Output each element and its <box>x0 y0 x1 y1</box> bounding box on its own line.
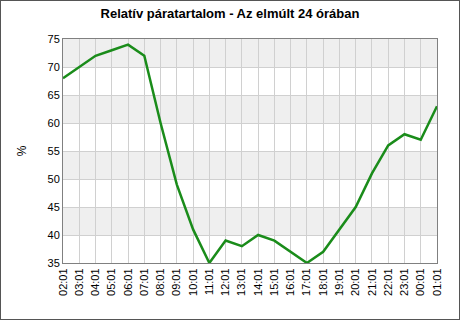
svg-text:14:01: 14:01 <box>252 268 264 296</box>
svg-text:02:01: 02:01 <box>57 268 69 296</box>
svg-text:01:01: 01:01 <box>431 268 443 296</box>
svg-text:18:01: 18:01 <box>317 268 329 296</box>
svg-text:22:01: 22:01 <box>382 268 394 296</box>
svg-text:Relatív páratartalom - Az elmú: Relatív páratartalom - Az elmúlt 24 óráb… <box>101 6 360 21</box>
svg-text:03:01: 03:01 <box>73 268 85 296</box>
svg-text:20:01: 20:01 <box>349 268 361 296</box>
svg-text:75: 75 <box>48 33 60 45</box>
svg-text:08:01: 08:01 <box>154 268 166 296</box>
svg-text:70: 70 <box>48 61 60 73</box>
svg-text:09:01: 09:01 <box>170 268 182 296</box>
svg-text:65: 65 <box>48 89 60 101</box>
svg-text:19:01: 19:01 <box>333 268 345 296</box>
svg-text:15:01: 15:01 <box>268 268 280 296</box>
svg-text:55: 55 <box>48 145 60 157</box>
svg-text:17:01: 17:01 <box>300 268 312 296</box>
svg-text:%: % <box>15 145 29 156</box>
svg-text:13:01: 13:01 <box>235 268 247 296</box>
svg-text:35: 35 <box>48 257 60 269</box>
svg-text:07:01: 07:01 <box>138 268 150 296</box>
svg-text:11:01: 11:01 <box>203 268 215 295</box>
svg-text:60: 60 <box>48 117 60 129</box>
svg-text:12:01: 12:01 <box>219 268 231 296</box>
svg-text:05:01: 05:01 <box>105 268 117 296</box>
svg-text:06:01: 06:01 <box>122 268 134 296</box>
svg-text:21:01: 21:01 <box>366 268 378 296</box>
svg-text:23:01: 23:01 <box>398 268 410 296</box>
svg-text:40: 40 <box>48 229 60 241</box>
svg-text:04:01: 04:01 <box>89 268 101 296</box>
svg-text:00:01: 00:01 <box>414 268 426 296</box>
svg-text:45: 45 <box>48 201 60 213</box>
svg-text:50: 50 <box>48 173 60 185</box>
svg-text:16:01: 16:01 <box>284 268 296 296</box>
svg-text:10:01: 10:01 <box>187 268 199 296</box>
